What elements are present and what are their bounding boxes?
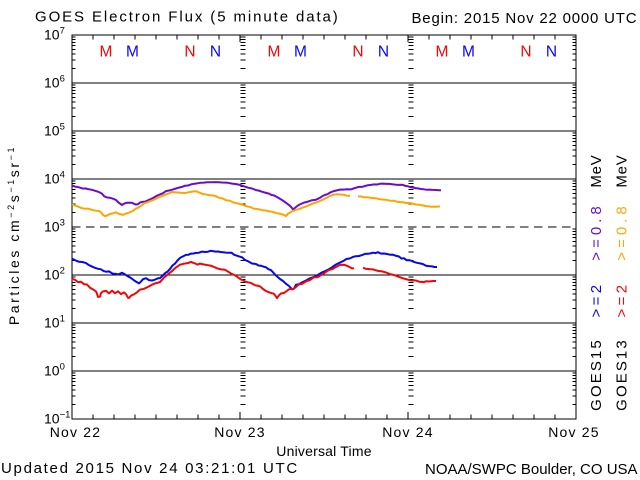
svg-text:N: N — [378, 44, 389, 61]
svg-text:107: 107 — [44, 26, 65, 43]
svg-text:M: M — [294, 44, 307, 61]
svg-text:M: M — [436, 44, 449, 61]
svg-text:GOES Electron Flux (5 minute d: GOES Electron Flux (5 minute data) — [35, 9, 340, 26]
svg-text:Universal Time: Universal Time — [276, 443, 371, 459]
svg-text:105: 105 — [44, 122, 65, 139]
svg-text:Nov 24: Nov 24 — [382, 424, 434, 440]
svg-text:N: N — [520, 44, 531, 61]
svg-text:NOAA/SWPC Boulder, CO USA: NOAA/SWPC Boulder, CO USA — [425, 461, 638, 478]
svg-text:Begin: 2015 Nov 22 0000 UTC: Begin: 2015 Nov 22 0000 UTC — [412, 10, 638, 27]
svg-text:Particles cm−2s−1sr−1: Particles cm−2s−1sr−1 — [6, 145, 22, 325]
svg-text:Updated 2015 Nov 24 03:21:01 U: Updated 2015 Nov 24 03:21:01 UTC — [1, 460, 299, 477]
svg-text:>=2: >=2 — [588, 281, 605, 317]
svg-text:>=2: >=2 — [614, 281, 631, 317]
svg-text:N: N — [546, 44, 557, 61]
svg-text:N: N — [210, 44, 221, 61]
svg-text:M: M — [268, 44, 281, 61]
svg-text:101: 101 — [44, 314, 65, 331]
svg-text:103: 103 — [44, 218, 65, 235]
svg-text:M: M — [462, 44, 475, 61]
svg-text:>=0.8: >=0.8 — [588, 202, 605, 260]
svg-text:>=0.8: >=0.8 — [614, 202, 631, 260]
svg-text:GOES13: GOES13 — [614, 338, 631, 411]
svg-text:N: N — [184, 44, 195, 61]
svg-text:M: M — [126, 44, 139, 61]
svg-text:M: M — [100, 44, 113, 61]
svg-text:102: 102 — [44, 266, 65, 283]
svg-text:106: 106 — [44, 74, 65, 91]
svg-text:MeV: MeV — [588, 154, 605, 187]
svg-text:104: 104 — [44, 170, 65, 187]
svg-text:100: 100 — [44, 362, 65, 379]
svg-text:Nov 22: Nov 22 — [50, 424, 102, 440]
svg-text:Nov 25: Nov 25 — [548, 424, 600, 440]
svg-text:GOES15: GOES15 — [588, 338, 605, 411]
svg-text:MeV: MeV — [614, 154, 631, 187]
svg-text:Nov 23: Nov 23 — [214, 424, 266, 440]
svg-text:N: N — [352, 44, 363, 61]
